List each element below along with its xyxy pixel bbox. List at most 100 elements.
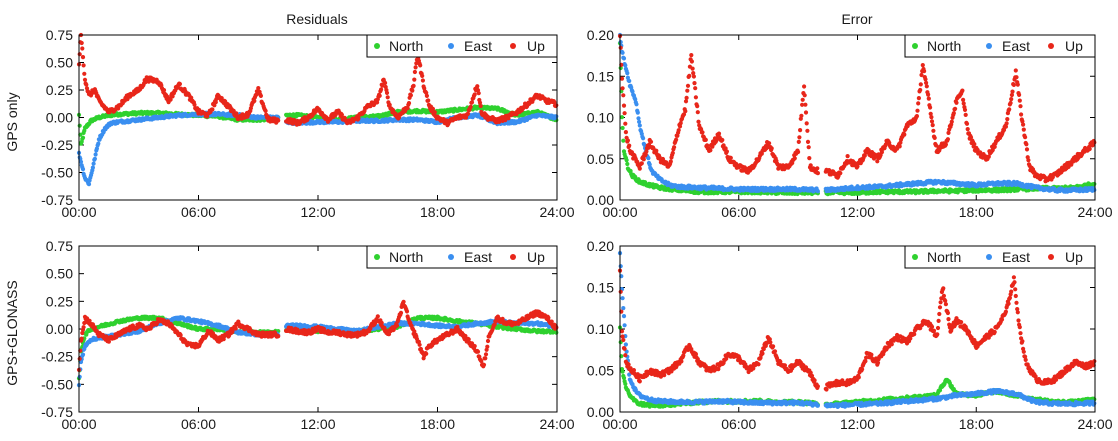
data-point-up	[769, 146, 774, 151]
row-label-gps-only: GPS only	[4, 92, 20, 151]
row-label-gps-glonass: GPS+GLONASS	[4, 280, 20, 385]
data-point-up	[918, 82, 923, 87]
data-point-up	[716, 131, 722, 136]
data-point-up	[805, 139, 811, 144]
data-point-up	[918, 87, 923, 93]
data-point-up	[803, 110, 809, 115]
data-point-east	[641, 136, 646, 141]
data-point-up	[668, 159, 673, 164]
data-point-up	[897, 144, 902, 149]
data-point-up	[620, 86, 625, 91]
y-tick-label: 0.25	[46, 82, 73, 98]
data-point-up	[965, 127, 970, 132]
data-point-up	[1015, 82, 1020, 87]
y-tick-label: -0.50	[41, 376, 73, 392]
data-point-east	[96, 141, 101, 146]
data-point-up	[802, 84, 807, 89]
data-point-up	[189, 95, 194, 100]
x-tick-label: 12:00	[300, 204, 335, 220]
data-point-up	[80, 55, 86, 60]
data-point-up	[80, 46, 85, 51]
data-point-up	[954, 100, 959, 105]
y-tick-label: -0.75	[41, 192, 73, 208]
data-point-up	[800, 97, 805, 102]
data-point-up	[426, 98, 431, 103]
data-point-up	[689, 59, 695, 64]
data-point-up	[79, 40, 84, 46]
data-point-up	[177, 81, 182, 87]
data-point-up	[377, 93, 382, 98]
data-point-up	[930, 123, 935, 128]
data-point-east	[620, 50, 625, 55]
data-point-up	[1017, 98, 1022, 103]
data-point-up	[926, 92, 931, 97]
data-point-up	[926, 96, 931, 101]
data-point-up	[964, 121, 970, 126]
data-point-up	[963, 112, 968, 117]
data-point-up	[622, 111, 627, 116]
data-point-up	[192, 102, 197, 107]
data-point-up	[928, 105, 933, 110]
y-tick-label: 0.25	[46, 293, 73, 309]
data-point-up	[1019, 112, 1024, 117]
data-point-up	[1005, 117, 1010, 122]
data-point-up	[256, 86, 261, 91]
data-point-east	[618, 40, 623, 45]
data-point-up	[210, 107, 215, 112]
data-point-east	[634, 102, 639, 107]
data-point-east	[94, 146, 99, 151]
data-point-up	[276, 118, 281, 123]
data-point-up	[213, 100, 218, 105]
data-point-east	[93, 152, 98, 157]
data-point-up	[815, 166, 820, 171]
data-point-up	[1021, 122, 1026, 127]
data-point-up	[379, 87, 384, 92]
data-point-up	[792, 156, 797, 161]
data-point-up	[623, 121, 628, 126]
data-point-up	[625, 138, 631, 143]
x-tick-label: 06:00	[181, 204, 216, 220]
legend-marker-east	[986, 43, 992, 49]
legend-marker-up	[1048, 43, 1054, 49]
data-point-up	[916, 101, 921, 106]
data-point-up	[410, 88, 415, 93]
x-tick-label: 24:00	[539, 416, 574, 432]
data-point-up	[418, 63, 423, 68]
data-point-up	[468, 104, 473, 109]
data-point-up	[554, 103, 559, 108]
data-point-up	[799, 113, 804, 118]
data-point-up	[923, 77, 928, 82]
data-point-up	[420, 73, 425, 78]
legend: North East Up	[366, 34, 558, 58]
data-point-east	[86, 182, 92, 187]
data-point-up	[1010, 89, 1015, 94]
data-point-up	[639, 161, 644, 166]
data-point-up	[1024, 142, 1029, 147]
x-tick-label: 00:00	[61, 204, 96, 220]
data-point-up	[82, 71, 87, 76]
data-point-up	[1087, 146, 1092, 152]
data-point-up	[728, 155, 733, 160]
data-point-up	[420, 78, 425, 83]
data-point-up	[1021, 127, 1026, 132]
data-point-up	[1011, 82, 1017, 87]
data-point-east	[91, 161, 96, 166]
data-point-up	[234, 111, 239, 116]
data-point-up	[623, 130, 629, 135]
data-point-up	[695, 110, 700, 115]
y-tick-label: -0.25	[41, 137, 73, 153]
data-point-up	[724, 149, 730, 154]
data-point-up	[621, 103, 627, 108]
data-point-up	[77, 52, 82, 57]
data-point-up	[932, 135, 937, 140]
data-point-up	[478, 103, 483, 109]
data-point-north	[1092, 181, 1097, 187]
data-point-up	[796, 149, 801, 155]
data-point-up	[674, 137, 679, 142]
x-tick-label: 18:00	[420, 204, 455, 220]
data-point-up	[641, 157, 646, 162]
data-point-north	[621, 138, 626, 143]
data-point-up	[804, 121, 809, 126]
data-point-up	[683, 109, 688, 114]
